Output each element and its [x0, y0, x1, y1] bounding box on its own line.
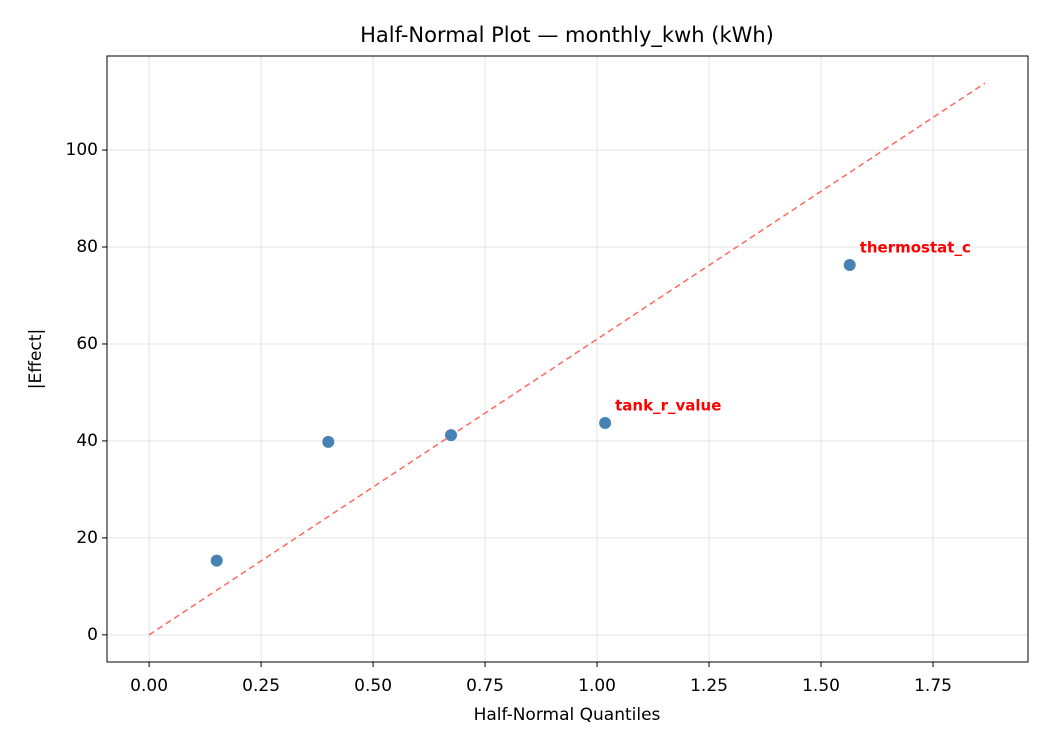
x-tick-label: 0.25	[242, 676, 280, 696]
y-tick-label: 20	[76, 528, 98, 548]
y-tick-label: 100	[66, 140, 98, 160]
point	[210, 554, 223, 567]
x-tick-label: 0.50	[354, 676, 392, 696]
reference-line	[148, 82, 986, 636]
y-tick-label: 0	[87, 625, 98, 645]
point	[843, 258, 856, 271]
y-tick-label: 60	[76, 334, 98, 354]
x-tick-label: 1.00	[578, 676, 616, 696]
point-annotation: tank_r_value	[615, 396, 721, 414]
point-annotation: thermostat_c	[860, 238, 971, 256]
point	[445, 429, 458, 442]
plot-frame	[106, 55, 1029, 663]
x-tick-label: 0.75	[466, 676, 504, 696]
x-tick-label: 1.50	[802, 676, 840, 696]
chart-title: Half-Normal Plot — monthly_kwh (kWh)	[360, 23, 774, 48]
y-tick-label: 80	[76, 237, 98, 257]
y-tick-label: 40	[76, 431, 98, 451]
point	[322, 435, 335, 448]
point	[599, 416, 612, 429]
x-tick-label: 1.25	[690, 676, 728, 696]
x-tick-label: 1.75	[914, 676, 952, 696]
x-axis-label: Half-Normal Quantiles	[474, 705, 661, 725]
y-axis-label: |Effect|	[26, 329, 46, 389]
x-tick-label: 0.00	[130, 676, 168, 696]
